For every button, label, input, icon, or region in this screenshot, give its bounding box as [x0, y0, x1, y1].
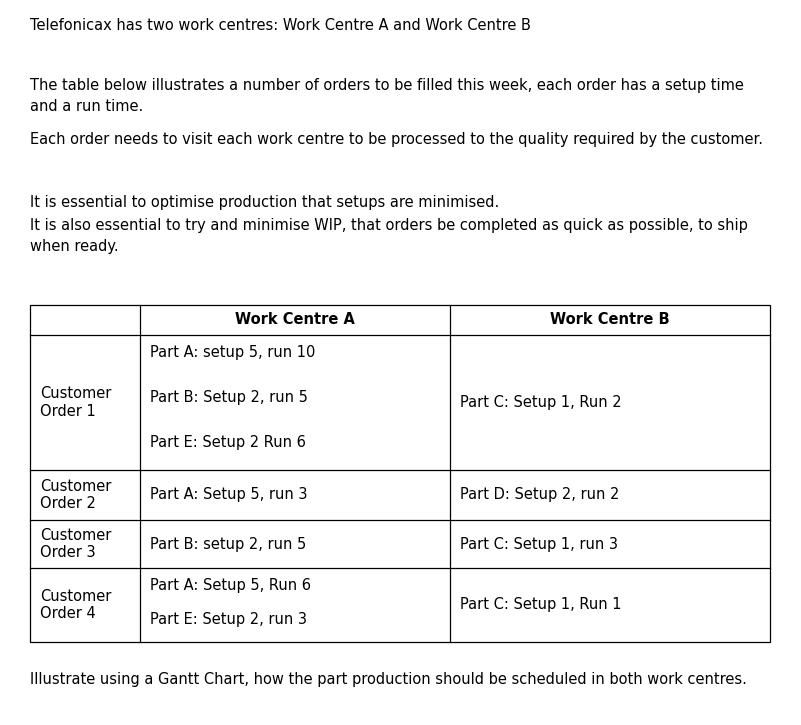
Text: Part D: Setup 2, run 2: Part D: Setup 2, run 2 — [460, 487, 619, 502]
Text: Part E: Setup 2 Run 6: Part E: Setup 2 Run 6 — [150, 435, 306, 450]
Text: Work Centre B: Work Centre B — [550, 312, 670, 328]
Text: Work Centre A: Work Centre A — [235, 312, 355, 328]
Text: The table below illustrates a number of orders to be filled this week, each orde: The table below illustrates a number of … — [30, 78, 744, 114]
Text: Illustrate using a Gantt Chart, how the part production should be scheduled in b: Illustrate using a Gantt Chart, how the … — [30, 672, 747, 687]
Text: Part E: Setup 2, run 3: Part E: Setup 2, run 3 — [150, 612, 307, 627]
Text: Customer
Order 1: Customer Order 1 — [40, 386, 111, 419]
Text: Customer
Order 2: Customer Order 2 — [40, 478, 111, 511]
Text: Part B: setup 2, run 5: Part B: setup 2, run 5 — [150, 536, 306, 552]
Text: Part A: Setup 5, Run 6: Part A: Setup 5, Run 6 — [150, 578, 311, 593]
Bar — [30, 305, 770, 642]
Text: Part A: setup 5, run 10: Part A: setup 5, run 10 — [150, 345, 316, 360]
Text: Customer
Order 4: Customer Order 4 — [40, 589, 111, 621]
Text: Customer
Order 3: Customer Order 3 — [40, 528, 111, 560]
Text: It is essential to optimise production that setups are minimised.: It is essential to optimise production t… — [30, 195, 499, 210]
Text: Part A: Setup 5, run 3: Part A: Setup 5, run 3 — [150, 487, 308, 502]
Text: Part C: Setup 1, Run 1: Part C: Setup 1, Run 1 — [460, 597, 622, 613]
Text: Part B: Setup 2, run 5: Part B: Setup 2, run 5 — [150, 390, 308, 405]
Text: Telefonicax has two work centres: Work Centre A and Work Centre B: Telefonicax has two work centres: Work C… — [30, 18, 531, 33]
Text: Part C: Setup 1, Run 2: Part C: Setup 1, Run 2 — [460, 395, 622, 410]
Text: It is also essential to try and minimise WIP, that orders be completed as quick : It is also essential to try and minimise… — [30, 218, 748, 254]
Text: Each order needs to visit each work centre to be processed to the quality requir: Each order needs to visit each work cent… — [30, 132, 763, 147]
Text: Part C: Setup 1, run 3: Part C: Setup 1, run 3 — [460, 536, 618, 552]
